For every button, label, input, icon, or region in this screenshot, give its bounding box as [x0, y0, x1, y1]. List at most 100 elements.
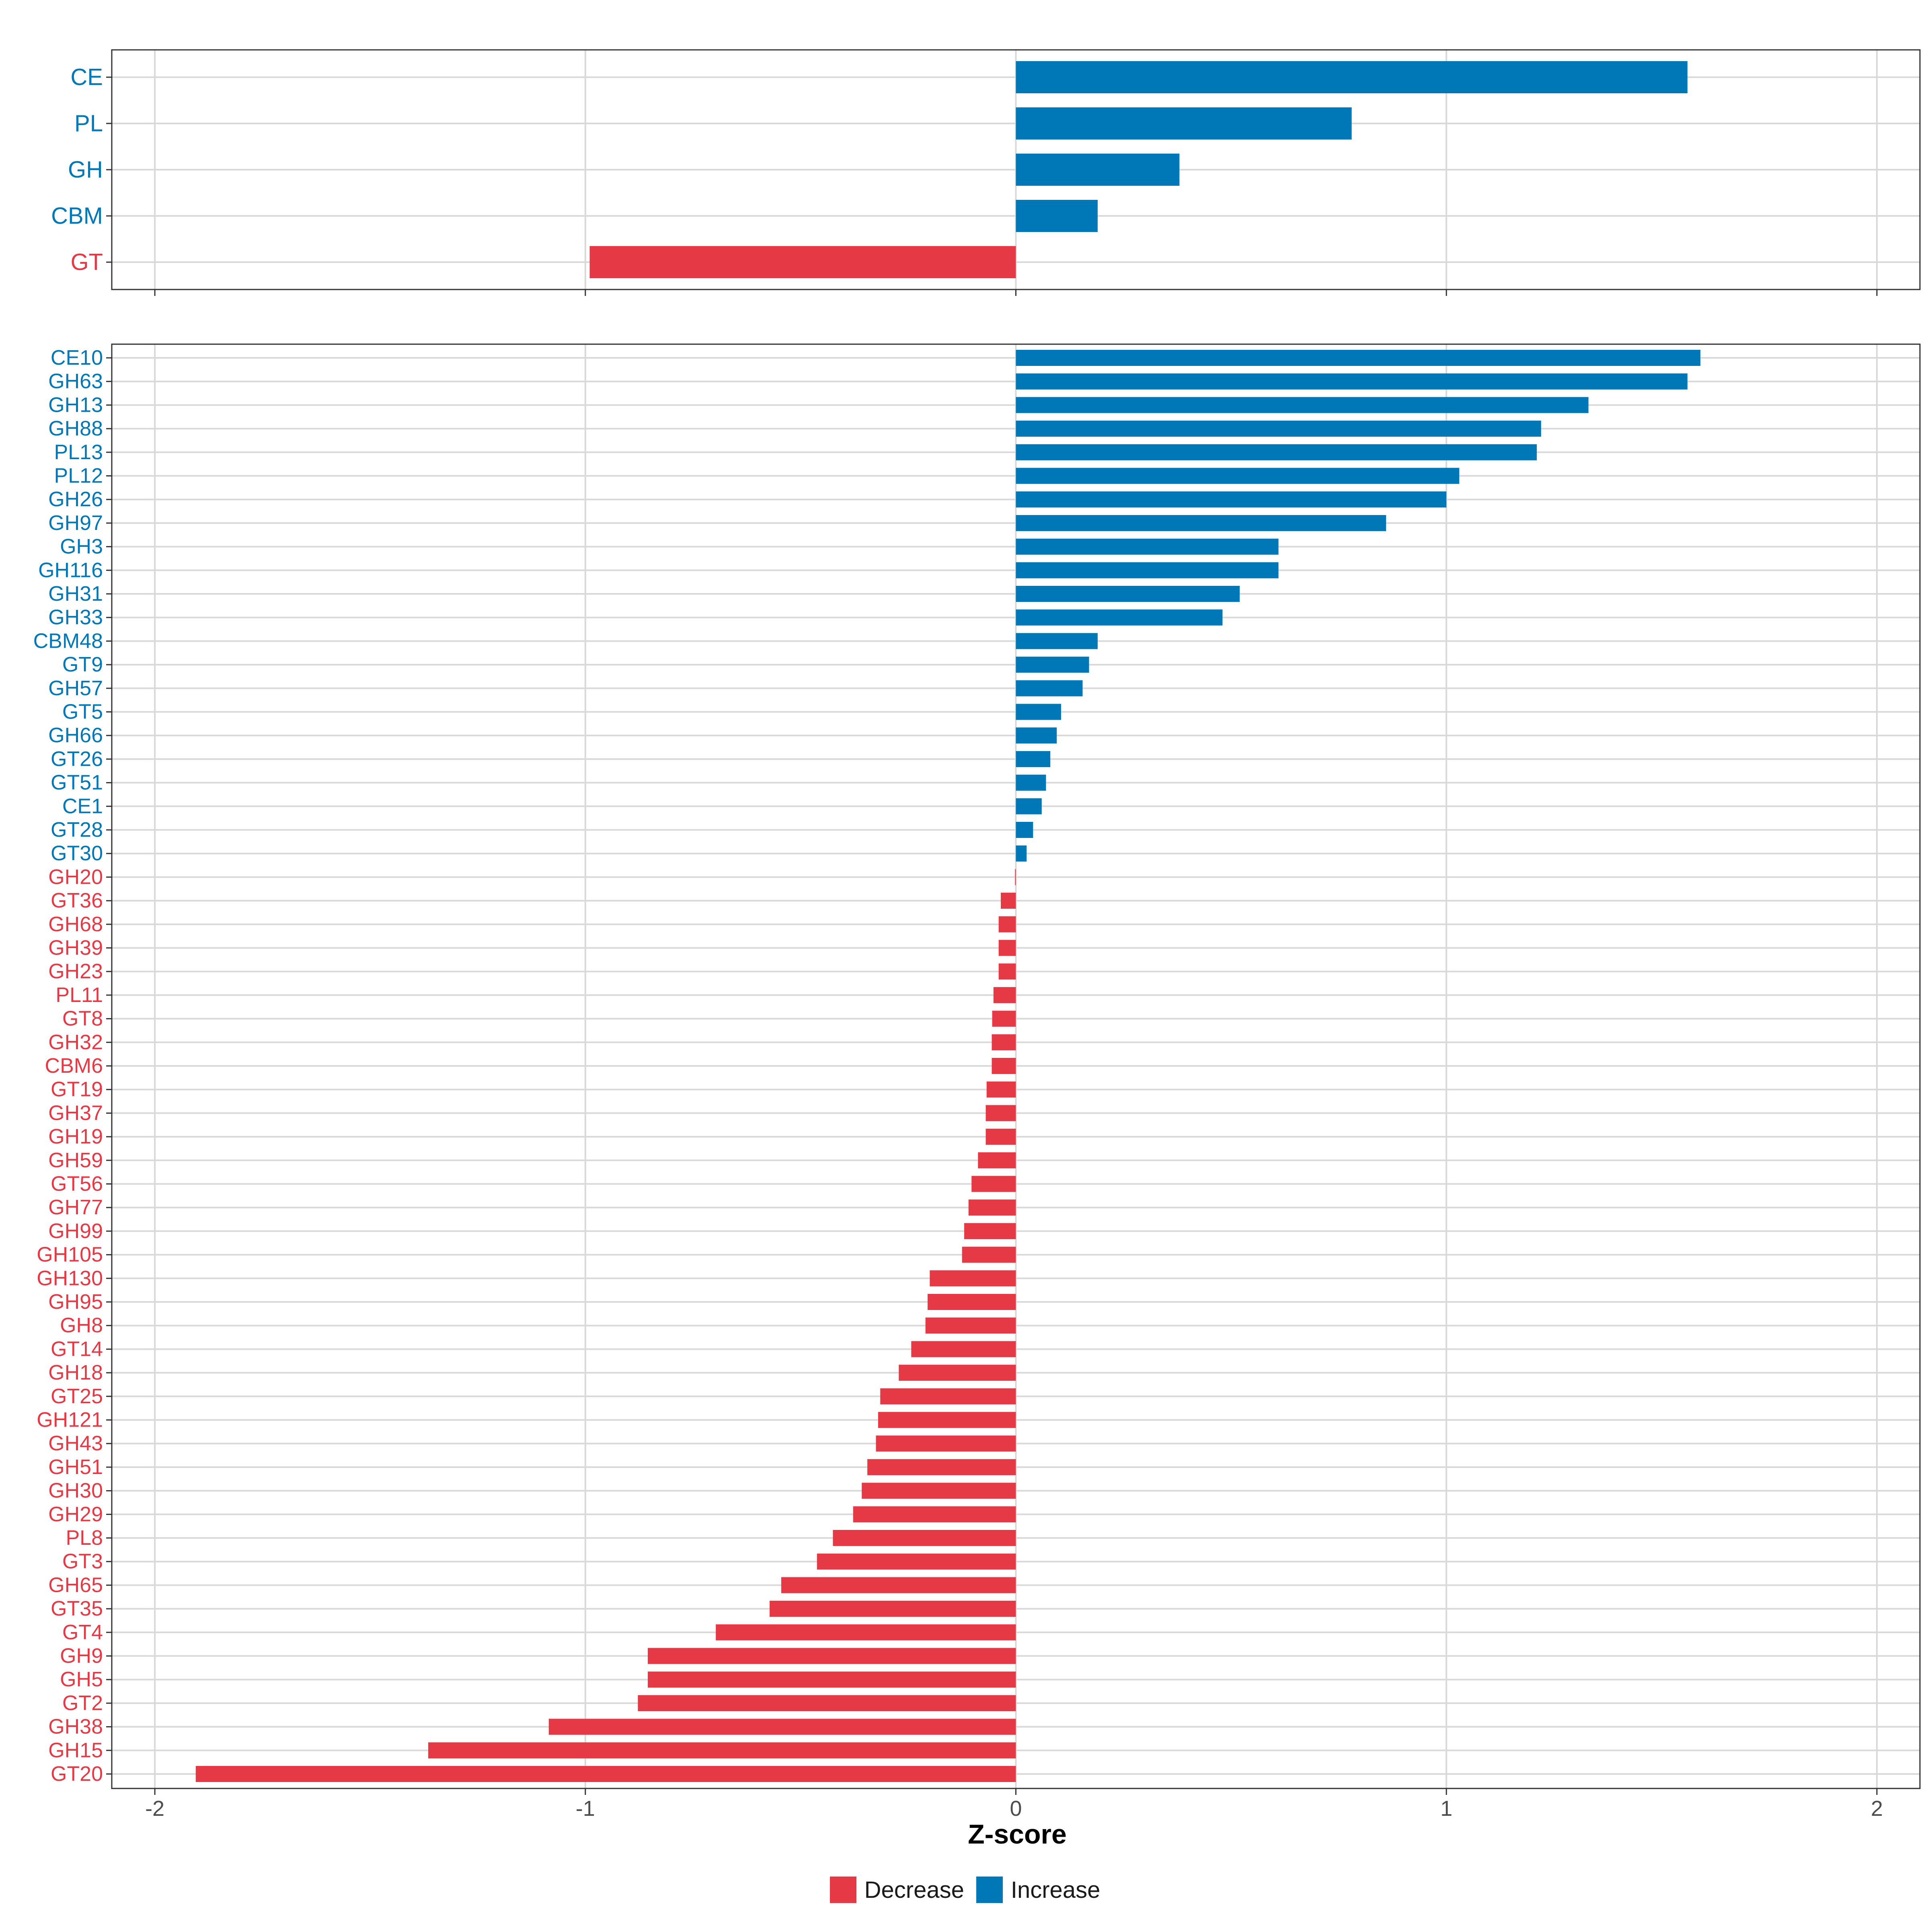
bar-gh99: [964, 1223, 1016, 1239]
bar-gt: [589, 246, 1016, 278]
legend: Decrease Increase: [0, 1866, 1930, 1914]
x-tick-label: -2: [145, 1796, 164, 1821]
bar-gt14: [911, 1341, 1016, 1357]
bar-cbm6: [992, 1058, 1016, 1074]
category-label-gt3: GT3: [62, 1550, 103, 1573]
bar-gh63: [1016, 373, 1688, 390]
category-label-gt19: GT19: [51, 1078, 103, 1101]
category-label-pl12: PL12: [54, 464, 103, 488]
bottom-panel: CE10GH63GH13GH88PL13PL12GH26GH97GH3GH116…: [33, 343, 1921, 1821]
bar-gh65: [781, 1577, 1016, 1593]
category-label-gh97: GH97: [48, 511, 103, 535]
category-label-gh65: GH65: [48, 1573, 103, 1597]
bar-gh38: [548, 1718, 1016, 1735]
bar-gh20: [1015, 869, 1016, 885]
category-label-gt26: GT26: [51, 747, 103, 771]
bar-gh37: [986, 1105, 1016, 1121]
bar-gh23: [998, 963, 1016, 980]
category-label-gh77: GH77: [48, 1196, 103, 1219]
bar-gt28: [1016, 822, 1033, 838]
x-tick-label: 2: [1871, 1796, 1883, 1821]
category-label-cbm6: CBM6: [45, 1054, 103, 1078]
category-label-gh: GH: [68, 157, 103, 183]
category-label-gt30: GT30: [51, 842, 103, 865]
category-label-pl11: PL11: [55, 983, 103, 1007]
bar-gt4: [716, 1624, 1016, 1640]
bar-gh77: [968, 1199, 1016, 1216]
category-label-gh43: GH43: [48, 1432, 103, 1455]
bar-gt25: [880, 1388, 1016, 1404]
category-label-gh13: GH13: [48, 393, 103, 417]
bar-gt20: [195, 1766, 1016, 1782]
category-label-cbm48: CBM48: [33, 629, 103, 653]
category-label-gt28: GT28: [51, 818, 103, 842]
category-label-gh26: GH26: [48, 488, 103, 511]
category-label-gh37: GH37: [48, 1101, 103, 1125]
category-label-gh59: GH59: [48, 1149, 103, 1172]
bar-gt26: [1016, 751, 1051, 767]
bar-gh59: [978, 1152, 1016, 1168]
bar-gh19: [986, 1129, 1016, 1145]
category-label-gt: GT: [70, 249, 103, 275]
bar-gh66: [1016, 727, 1057, 744]
bar-gh43: [876, 1435, 1016, 1452]
x-tick-label: -1: [576, 1796, 595, 1821]
category-label-gh88: GH88: [48, 417, 103, 440]
category-label-gt9: GT9: [62, 653, 103, 676]
bar-gh3: [1016, 538, 1279, 555]
category-label-ce: CE: [70, 64, 103, 90]
category-label-pl8: PL8: [66, 1526, 103, 1550]
category-label-gh57: GH57: [48, 677, 103, 700]
category-label-gh5: GH5: [60, 1668, 103, 1691]
bar-gh95: [928, 1294, 1016, 1310]
bar-gh39: [998, 940, 1016, 956]
category-label-gh130: GH130: [37, 1267, 103, 1290]
x-tick-label: 0: [1010, 1796, 1022, 1821]
bar-gt51: [1016, 774, 1046, 791]
top-panel: CE PL GH CBM GT: [51, 49, 1921, 296]
category-label-gh68: GH68: [48, 913, 103, 936]
bar-gh9: [648, 1648, 1016, 1664]
category-label-gh9: GH9: [60, 1645, 103, 1668]
category-label-gt14: GT14: [51, 1337, 103, 1361]
bar-gh33: [1016, 609, 1223, 626]
bar-cbm48: [1016, 633, 1098, 649]
bar-gt19: [986, 1081, 1016, 1098]
category-label-gt25: GT25: [51, 1385, 103, 1408]
bar-gh97: [1016, 515, 1386, 531]
bar-gh5: [648, 1671, 1016, 1688]
category-label-gh8: GH8: [60, 1314, 103, 1337]
category-label-ce1: CE1: [62, 795, 103, 818]
category-label-gh31: GH31: [48, 582, 103, 606]
category-label-gh32: GH32: [48, 1031, 103, 1054]
legend-swatch-decrease: [829, 1877, 856, 1903]
category-label-gh66: GH66: [48, 724, 103, 747]
category-label-gt2: GT2: [62, 1692, 103, 1715]
bar-cbm: [1016, 200, 1098, 232]
category-label-gh99: GH99: [48, 1220, 103, 1243]
bar-pl13: [1016, 444, 1537, 460]
category-label-gh33: GH33: [48, 606, 103, 629]
bar-gt30: [1016, 845, 1027, 862]
bar-gh18: [899, 1365, 1016, 1381]
bar-gh29: [853, 1506, 1016, 1523]
bar-gh130: [930, 1270, 1016, 1287]
category-label-gh63: GH63: [48, 370, 103, 393]
category-label-gh3: GH3: [60, 535, 103, 558]
bar-gh26: [1016, 491, 1447, 508]
category-label-cbm: CBM: [51, 203, 103, 229]
bar-gh: [1016, 154, 1180, 186]
category-label-gh29: GH29: [48, 1503, 103, 1526]
bar-ce: [1016, 61, 1688, 93]
category-label-gh30: GH30: [48, 1479, 103, 1503]
category-label-gt20: GT20: [51, 1762, 103, 1786]
bar-gh105: [962, 1246, 1016, 1263]
bar-ce1: [1016, 798, 1042, 815]
category-label-gh15: GH15: [48, 1739, 103, 1762]
bar-gt3: [817, 1553, 1016, 1570]
bar-gt8: [992, 1010, 1016, 1027]
category-label-gt8: GT8: [62, 1007, 103, 1031]
category-label-gh19: GH19: [48, 1125, 103, 1148]
bar-pl8: [833, 1530, 1016, 1546]
